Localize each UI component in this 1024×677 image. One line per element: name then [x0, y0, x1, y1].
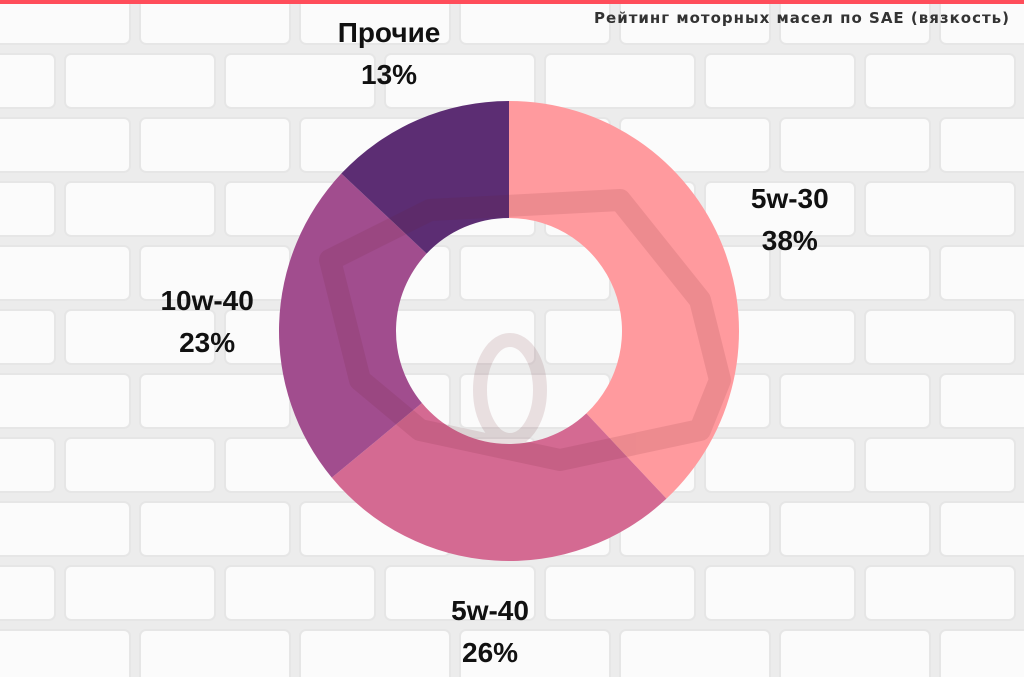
brick	[619, 0, 771, 45]
brick	[0, 373, 131, 429]
brick	[544, 565, 696, 621]
slice-label: 5w-30 38%	[751, 178, 829, 262]
slice-name: 10w-40	[160, 284, 254, 316]
brick	[779, 0, 931, 45]
slice-label: 5w-40 26%	[451, 590, 529, 674]
brick	[459, 629, 611, 677]
brick	[0, 181, 56, 237]
brick	[139, 117, 291, 173]
slice-5w-30	[509, 101, 739, 499]
slice-value: 13%	[361, 58, 418, 90]
brick	[459, 0, 611, 45]
brick	[704, 437, 856, 493]
brick	[779, 245, 931, 301]
slice-прочие	[341, 101, 509, 254]
brick	[64, 565, 216, 621]
brick	[0, 0, 131, 45]
brick	[0, 629, 131, 677]
brick	[64, 309, 216, 365]
brick	[704, 53, 856, 109]
brick	[139, 629, 291, 677]
slice-label: 10w-40 23%	[160, 280, 253, 364]
brick	[64, 437, 216, 493]
brick	[939, 117, 1024, 173]
brick	[224, 565, 376, 621]
brick	[0, 501, 131, 557]
brick	[139, 501, 291, 557]
brick	[779, 501, 931, 557]
brick	[0, 53, 56, 109]
brick	[704, 181, 856, 237]
slice-name: 5w-40	[451, 595, 529, 627]
brick	[939, 501, 1024, 557]
brick	[0, 437, 56, 493]
brick	[779, 117, 931, 173]
slice-10w-40	[279, 173, 427, 478]
brick	[939, 629, 1024, 677]
brick	[299, 0, 451, 45]
brick	[139, 0, 291, 45]
brick	[0, 245, 131, 301]
slice-value: 26%	[462, 637, 519, 669]
brick	[619, 629, 771, 677]
slice-name: 5w-30	[750, 182, 829, 214]
brick	[0, 565, 56, 621]
brick	[779, 373, 931, 429]
chart-title: Рейтинг моторных масел по SAE (вязкость)	[594, 9, 1010, 27]
brick	[64, 181, 216, 237]
slice-label: Прочие 13%	[338, 12, 441, 96]
brick	[864, 309, 1016, 365]
brick	[864, 565, 1016, 621]
brick	[779, 629, 931, 677]
brick	[544, 53, 696, 109]
slice-5w-40	[331, 403, 667, 561]
brick	[864, 181, 1016, 237]
brick	[0, 117, 131, 173]
brick	[0, 309, 56, 365]
brick	[704, 565, 856, 621]
brick	[864, 437, 1016, 493]
slice-value: 23%	[179, 326, 236, 358]
brick	[939, 373, 1024, 429]
top-accent-bar	[0, 0, 1024, 4]
brick	[224, 53, 376, 109]
car-silhouette-icon	[319, 189, 731, 471]
brick	[939, 0, 1024, 45]
brick	[299, 629, 451, 677]
brick	[64, 53, 216, 109]
slice-value: 38%	[761, 224, 818, 256]
brick	[939, 245, 1024, 301]
brick	[864, 53, 1016, 109]
brick	[384, 565, 536, 621]
slice-name: Прочие	[337, 16, 441, 48]
